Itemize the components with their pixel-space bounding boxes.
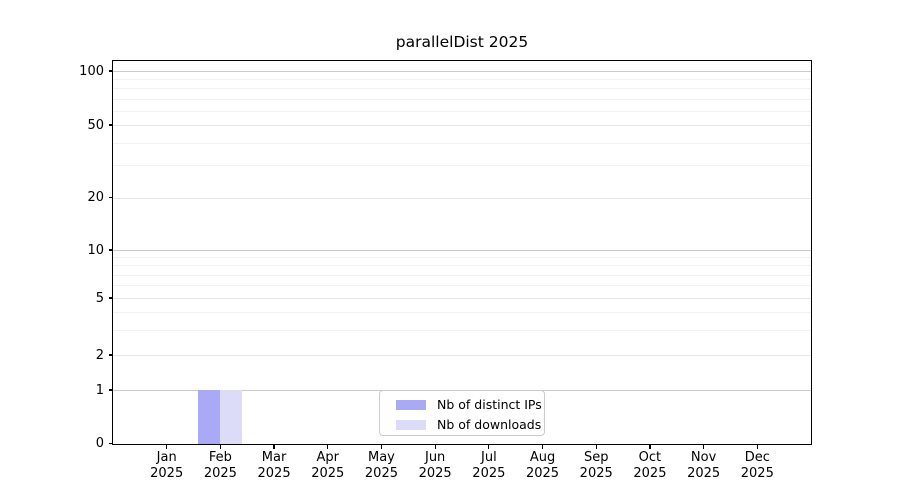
x-axis-tick-label: Jun 2025 [418,450,452,481]
x-axis-tick [219,444,221,449]
minor-gridline [113,88,811,90]
x-axis-tick-label: Aug 2025 [525,450,560,481]
x-axis-tick-label: Apr 2025 [311,450,345,481]
minor-gridline [113,79,811,81]
x-axis-tick-label: Oct 2025 [633,450,667,481]
bar-downloads [220,390,243,444]
y-axis-tick-label: 0 [95,436,104,451]
x-axis-tick [380,444,383,449]
legend-swatch-downloads [396,420,426,430]
x-axis-tick-label: Nov 2025 [687,450,721,481]
x-axis-tick [434,444,436,449]
x-axis-tick [541,444,544,449]
x-axis-tick [649,444,651,449]
y-axis-tick-label: 100 [79,63,104,79]
y-axis-tick-label: 5 [95,290,104,306]
bar-distinct-ips [198,390,221,444]
minor-gridline [113,257,811,259]
legend-label-distinct-ips: Nb of distinct IPs [437,397,542,412]
x-axis-tick-label: Jan 2025 [150,450,184,481]
minor-gridline [113,142,811,144]
minor-gridline [113,165,811,167]
major-gridline [113,197,811,199]
x-axis-tick-label: Jul 2025 [472,450,506,481]
legend-row-distinct-ips: Nb of distinct IPs [380,395,544,415]
x-axis-tick [166,444,168,449]
x-axis-tick [327,444,329,449]
x-axis-tick-label: Mar 2025 [257,450,291,481]
y-axis-tick [108,196,113,199]
minor-gridline [113,98,811,100]
y-axis-tick-label: 50 [87,117,104,133]
x-axis-tick [488,444,490,449]
plot-area [113,61,811,444]
y-axis-tick-label: 20 [87,190,104,205]
minor-gridline [113,311,811,313]
minor-gridline [113,110,811,112]
major-gridline [113,355,811,356]
x-axis-tick-label: Sep 2025 [579,450,613,481]
x-axis-tick [595,444,597,449]
x-axis-tick [273,444,275,449]
major-gridline [113,125,811,126]
y-axis-tick-label: 1 [95,382,104,398]
y-axis-tick [108,442,113,445]
major-gridline [113,71,811,72]
y-axis-tick [108,389,113,391]
y-axis-tick-label: 2 [95,347,104,363]
major-gridline [113,298,811,299]
x-axis-tick [756,444,758,449]
legend-row-downloads: Nb of downloads [380,415,544,435]
minor-gridline [113,285,811,287]
x-axis-tick-label: May 2025 [364,450,398,481]
y-axis-tick [108,124,113,126]
chart-title: parallelDist 2025 [395,33,529,51]
legend-swatch-distinct-ips [396,400,426,410]
minor-gridline [113,265,811,267]
y-axis-tick [108,249,113,251]
y-axis-tick [108,297,113,299]
minor-gridline [113,274,811,276]
major-gridline [113,250,811,251]
x-axis-tick [703,444,705,449]
y-axis-tick-label: 10 [87,242,104,258]
minor-gridline [113,329,811,331]
y-axis-tick [108,354,113,356]
plot-area-border [112,60,812,445]
legend-label-downloads: Nb of downloads [437,417,542,432]
y-axis-tick [108,70,113,72]
legend: Nb of distinct IPs Nb of downloads [379,390,545,436]
x-axis-tick-label: Dec 2025 [740,450,774,481]
x-axis-tick-label: Feb 2025 [203,450,237,481]
